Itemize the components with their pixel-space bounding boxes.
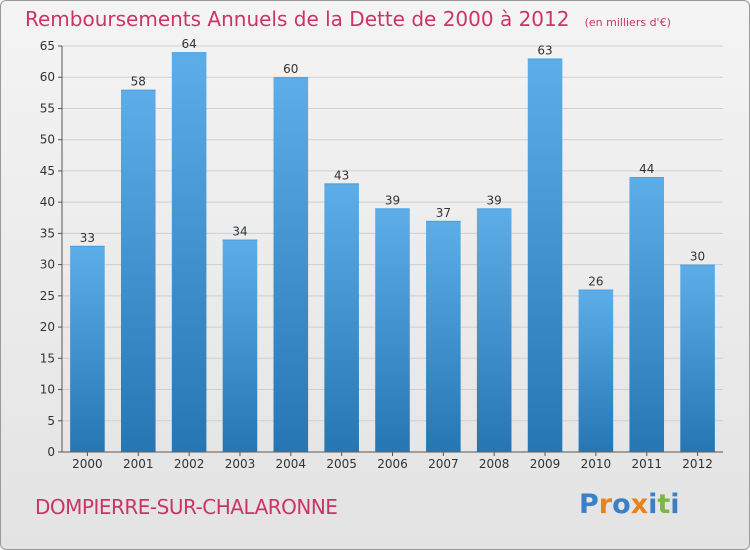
data-label: 60: [283, 62, 298, 76]
y-tick-label: 45: [40, 164, 55, 178]
bar: [273, 77, 309, 452]
y-tick-label: 30: [40, 258, 55, 272]
bar-chart: 0 5 10 15 20 25 30 35 40 45 50 55 60 65 2000 2001 2002 20…: [40, 37, 723, 471]
brand-letter: x: [630, 489, 649, 520]
brand-logo: Proxiti: [579, 489, 680, 520]
data-label: 64: [181, 37, 196, 51]
x-tick-label: 2010: [581, 457, 612, 471]
y-tick-label: 50: [40, 133, 55, 147]
x-tick-label: 2008: [479, 457, 510, 471]
brand-letter: t: [657, 489, 671, 520]
y-tick-label: 15: [40, 351, 55, 365]
x-tick-label: 2012: [682, 457, 713, 471]
data-label: 39: [385, 193, 400, 207]
data-label: 43: [334, 168, 349, 182]
x-tick-label: 2001: [123, 457, 154, 471]
y-tick-label: 20: [40, 320, 55, 334]
data-label: 39: [487, 193, 502, 207]
y-tick-label: 10: [40, 383, 55, 397]
brand-letter: i: [670, 489, 680, 520]
y-tick-label: 55: [40, 101, 55, 115]
y-tick-label: 0: [47, 445, 55, 459]
brand-letter: P: [579, 489, 599, 520]
data-label: 33: [80, 231, 95, 245]
x-tick-label: 2002: [174, 457, 205, 471]
brand-letter: i: [648, 489, 658, 520]
bar: [426, 220, 461, 452]
x-tick-label: 2009: [530, 457, 561, 471]
bar: [324, 183, 359, 452]
chart-title: Remboursements Annuels de la Dette de 20…: [25, 7, 570, 31]
label-layer: 33 58 64 34 60 43 39 37 39 63 26 44 30: [80, 37, 705, 288]
y-tick-label: 65: [40, 39, 55, 53]
bar: [120, 89, 156, 452]
data-label: 30: [690, 250, 705, 264]
y-tick-label: 40: [40, 195, 55, 209]
location-label: DOMPIERRE-SUR-CHALARONNE: [35, 495, 338, 519]
bar: [578, 289, 614, 452]
x-tick-label: 2004: [276, 457, 307, 471]
data-label: 63: [537, 43, 552, 57]
bar: [70, 245, 105, 452]
brand-letter: o: [612, 489, 631, 520]
data-label: 44: [639, 162, 654, 176]
axis-layer: 0 5 10 15 20 25 30 35 40 45 50 55 60 65 2000 2001 2002 20…: [40, 39, 723, 471]
bar: [375, 208, 410, 452]
bar-layer: [70, 52, 715, 452]
bar: [680, 264, 715, 452]
x-tick-label: 2005: [326, 457, 357, 471]
bar: [222, 239, 258, 452]
title-row: Remboursements Annuels de la Dette de 20…: [25, 7, 671, 31]
x-tick-label: 2000: [72, 457, 103, 471]
bar: [629, 177, 665, 452]
data-label: 37: [436, 206, 451, 220]
bar: [527, 58, 563, 452]
data-label: 26: [588, 275, 603, 289]
x-tick-label: 2006: [377, 457, 408, 471]
bar: [476, 208, 512, 452]
y-tick-label: 5: [47, 414, 55, 428]
bar: [171, 52, 207, 452]
x-tick-label: 2011: [631, 457, 662, 471]
chart-unit-note: (en milliers d'€): [584, 16, 671, 29]
data-label: 58: [131, 75, 146, 89]
x-tick-label: 2003: [225, 457, 256, 471]
data-label: 34: [232, 225, 247, 239]
y-tick-label: 35: [40, 226, 55, 240]
brand-letter: r: [598, 489, 613, 520]
y-tick-label: 60: [40, 70, 55, 84]
x-tick-label: 2007: [428, 457, 459, 471]
y-tick-label: 25: [40, 289, 55, 303]
